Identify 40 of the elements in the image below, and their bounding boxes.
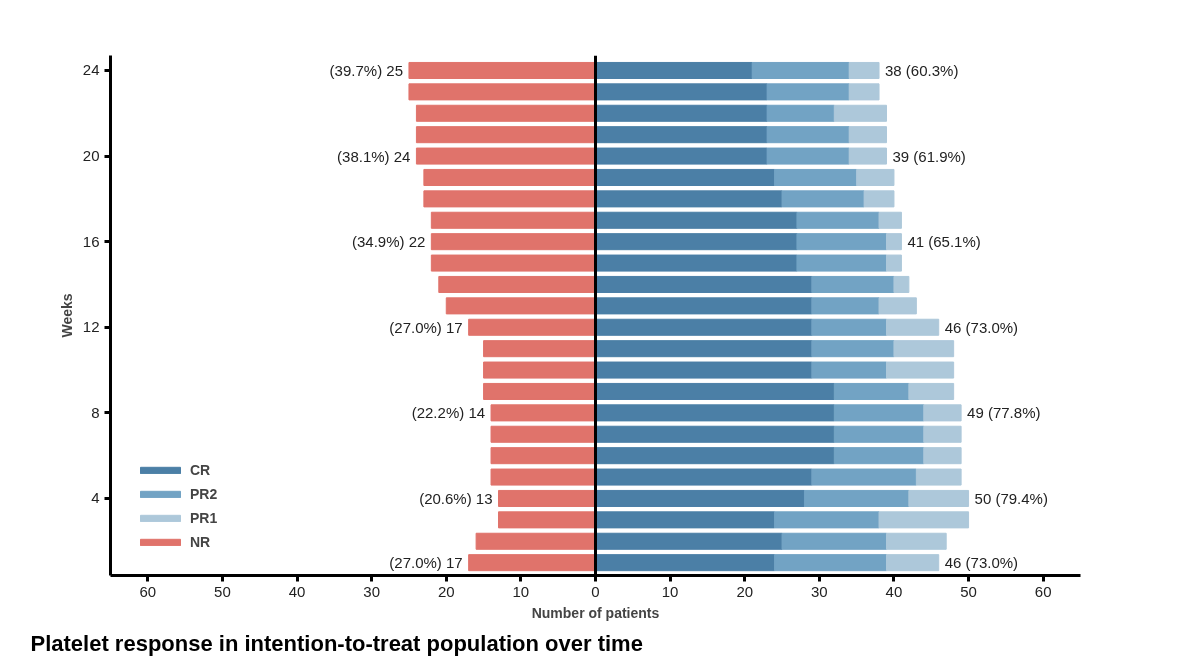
x-tick-label: 10 (661, 582, 679, 600)
text: Platelet response in intention-to-treat population over time (30, 630, 643, 656)
legend-label: NR (190, 534, 211, 550)
x-axis-title: Number of patients (531, 604, 660, 621)
legend-label: CR (190, 462, 211, 478)
annotation: (27.0%) 17 (389, 318, 463, 336)
y-tick-label: 8 (91, 403, 100, 421)
annotation: (38.1%) 24 (337, 147, 411, 165)
y-tick-label: 24 (82, 61, 100, 79)
x-tick-label: 30 (363, 582, 380, 600)
annotation: (39.7%) 25 (329, 61, 403, 79)
annotation: 41 (65.1%) (907, 233, 981, 251)
y-tick-label: 16 (82, 232, 100, 250)
x-tick-label: 10 (512, 582, 530, 600)
annotation: (27.0%) 17 (389, 554, 463, 572)
y-axis-title: Weeks (58, 293, 75, 338)
x-tick-label: 40 (885, 582, 903, 600)
y-tick-label: 12 (82, 318, 100, 336)
x-tick-label: 50 (214, 582, 231, 600)
annotation: (34.9%) 22 (352, 233, 426, 251)
x-tick-label: 30 (811, 582, 828, 600)
legend-label: PR1 (190, 510, 218, 526)
annotation: (22.2%) 14 (411, 404, 486, 422)
x-tick-label: 60 (1034, 582, 1052, 600)
annotation: 49 (77.8%) (967, 404, 1041, 422)
y-tick-label: 20 (82, 147, 100, 165)
x-tick-label: 60 (139, 582, 157, 600)
legend-label: PR2 (190, 486, 218, 502)
annotation: 46 (73.0%) (944, 318, 1019, 336)
annotation: 38 (60.3%) (885, 61, 959, 79)
x-tick-label: 20 (736, 582, 754, 600)
x-tick-label: 50 (960, 582, 977, 600)
x-tick-label: 40 (288, 582, 306, 600)
annotation: (20.6%) 13 (419, 489, 493, 507)
annotation: 39 (61.9%) (892, 147, 966, 165)
y-tick-label: 4 (91, 489, 100, 507)
annotation: 50 (79.4%) (974, 489, 1048, 507)
x-tick-label: 20 (437, 582, 455, 600)
annotation: 46 (73.0%) (944, 554, 1019, 572)
x-tick-label: 0 (591, 582, 600, 600)
